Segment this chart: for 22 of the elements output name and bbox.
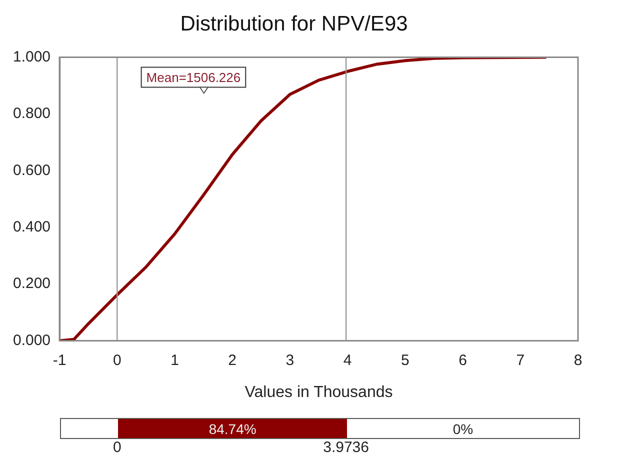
y-tick-label: 0.600	[12, 162, 51, 179]
text: 3.9736	[323, 439, 369, 456]
delimiter-strip: 84.74% 0%	[60, 418, 580, 439]
x-axis-title: Values in Thousands	[244, 384, 393, 401]
x-tick-label: 4	[343, 352, 352, 369]
x-tick-label: 2	[228, 352, 237, 369]
chart-title: Distribution for NPV/E93	[180, 12, 408, 36]
text: 0	[112, 439, 122, 456]
y-tick-label: 0.200	[12, 275, 51, 292]
y-tick-label: 0.000	[12, 332, 51, 349]
y-tick-label: 0.400	[12, 218, 51, 236]
x-tick-label: 7	[516, 352, 525, 369]
x-tick-label: 8	[574, 352, 582, 369]
x-tick-label: 3	[286, 352, 294, 369]
x-tick-label: 1	[170, 352, 179, 369]
x-tick-label: 6	[458, 352, 467, 369]
x-tick-label: 0	[112, 352, 122, 369]
x-tick-label: -1	[52, 352, 66, 369]
annotation: Mean=1506.226	[146, 70, 241, 85]
x-tick-label: 5	[401, 352, 410, 369]
y-tick-label: 0.800	[12, 105, 51, 122]
y-tick-label: 1.000	[12, 48, 51, 66]
